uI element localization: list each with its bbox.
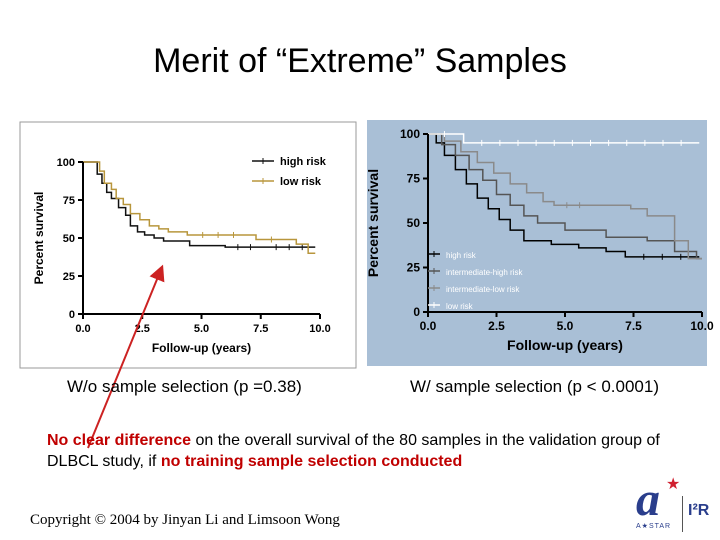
- series-line-high-risk: [83, 161, 316, 248]
- legend-label: high risk: [446, 251, 477, 260]
- y-tick-label: 25: [407, 261, 421, 275]
- x-tick-label: 5.0: [194, 323, 209, 335]
- note-bold-1: No clear difference: [47, 432, 192, 449]
- series-line-low-risk: [428, 133, 700, 144]
- y-axis-label: Percent survival: [365, 169, 381, 277]
- x-tick-label: 10.0: [690, 319, 714, 333]
- logo-i2r: I²R: [688, 502, 710, 519]
- x-axis-label: Follow-up (years): [152, 341, 251, 355]
- logo-a-icon: a: [636, 473, 660, 526]
- y-tick-label: 0: [413, 305, 420, 319]
- astar-logo: a ★ A★STAR I²R: [632, 476, 718, 538]
- chart-frame: [19, 121, 357, 369]
- legend-label: low risk: [446, 302, 474, 311]
- x-axis-label: Follow-up (years): [507, 337, 623, 353]
- y-tick-label: 25: [63, 271, 75, 283]
- series-line-intermediate-high-risk: [428, 133, 702, 260]
- legend-label: high risk: [280, 156, 327, 168]
- logo-text: A★STAR: [636, 523, 672, 530]
- series-line-high-risk: [428, 133, 700, 258]
- y-tick-label: 0: [69, 309, 75, 321]
- note-text: on the overall survival of the 80 sample…: [47, 432, 660, 470]
- legend-label: low risk: [280, 176, 322, 188]
- chart-with-selection: 0 25 50 75 100 0.0 2.5 5.0 7.5 10.0 Follow-up (yea…: [365, 120, 714, 366]
- y-tick-label: 75: [63, 195, 75, 207]
- x-tick-label: 7.5: [625, 319, 642, 333]
- chart-without-selection: 0 25 50 75 100 0.0 2.5 5.0 7.5 10.0 Follow-up (yea…: [19, 121, 357, 369]
- y-tick-label: 50: [63, 233, 75, 245]
- caption-right: W/ sample selection (p < 0.0001): [410, 377, 659, 396]
- x-tick-label: 0.0: [420, 319, 437, 333]
- legend-label: intermediate-low risk: [446, 285, 520, 294]
- y-tick-label: 100: [57, 157, 75, 169]
- x-tick-label: 2.5: [135, 323, 150, 335]
- logo-star-icon: ★: [666, 476, 681, 493]
- copyright: Copyright © 2004 by Jinyan Li and Limsoo…: [30, 512, 340, 528]
- chart-background: [367, 120, 707, 366]
- slide-note: No clear difference on the overall survi…: [47, 430, 667, 472]
- y-tick-label: 100: [400, 127, 420, 141]
- x-tick-label: 0.0: [75, 323, 90, 335]
- x-tick-label: 10.0: [309, 323, 330, 335]
- series-line-low-risk: [83, 161, 316, 254]
- y-tick-label: 50: [407, 216, 421, 230]
- note-bold-2: no training sample selection conducted: [160, 453, 463, 470]
- caption-left: W/o sample selection (p =0.38): [67, 377, 302, 396]
- x-tick-label: 7.5: [253, 323, 268, 335]
- series-line-intermediate-low-risk: [428, 133, 702, 260]
- x-tick-label: 2.5: [488, 319, 505, 333]
- x-tick-label: 5.0: [557, 319, 574, 333]
- slide-title: Merit of “Extreme” Samples: [153, 42, 567, 80]
- legend-label: intermediate-high risk: [446, 268, 523, 277]
- y-axis-label: Percent survival: [32, 192, 46, 285]
- y-tick-label: 75: [407, 172, 421, 186]
